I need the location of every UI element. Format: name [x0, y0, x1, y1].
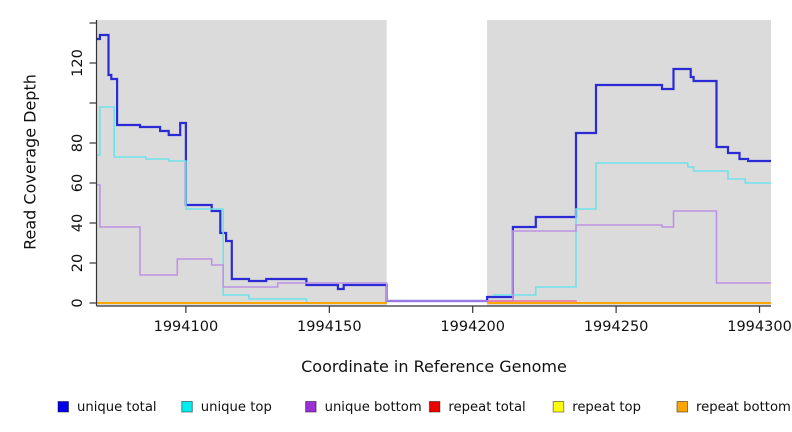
x-axis-title: Coordinate in Reference Genome: [301, 357, 567, 376]
y-tick-label: 0: [70, 298, 86, 307]
legend-swatch-repeat_top: [552, 401, 565, 413]
y-tick-label: 60: [70, 174, 86, 192]
y-tick-label: 20: [70, 254, 86, 272]
legend-label-unique_top: unique top: [201, 400, 272, 415]
legend-swatch-repeat_bottom: [676, 401, 688, 413]
legend-label-repeat_top: repeat top: [572, 400, 641, 415]
series-unique_bottom-line: [97, 184, 771, 302]
y-tick-label: 120: [70, 49, 86, 77]
x-tick-label: 1994300: [727, 319, 792, 335]
legend-label-repeat_bottom: repeat bottom: [696, 400, 791, 415]
no-data-region: [386, 20, 488, 306]
series-unique_top-line: [97, 106, 771, 304]
legend-label-unique_total: unique total: [77, 400, 157, 415]
legend-swatch-unique_total: [57, 401, 69, 413]
series-unique_total-line: [97, 33, 771, 303]
y-tick-label: 80: [70, 134, 86, 152]
y-tick-label: 40: [70, 214, 86, 232]
x-tick-label: 1994250: [584, 319, 649, 335]
y-axis-title: Read Coverage Depth: [20, 74, 40, 250]
legend-label-unique_bottom: unique bottom: [325, 400, 422, 415]
x-tick-label: 1994200: [440, 319, 505, 335]
x-tick-label: 1994100: [154, 319, 219, 335]
legend-swatch-unique_bottom: [305, 401, 317, 413]
legend-swatch-unique_top: [181, 401, 193, 413]
x-tick-label: 1994150: [297, 319, 362, 335]
legend-label-repeat_total: repeat total: [448, 400, 525, 415]
legend-swatch-repeat_total: [428, 401, 441, 413]
